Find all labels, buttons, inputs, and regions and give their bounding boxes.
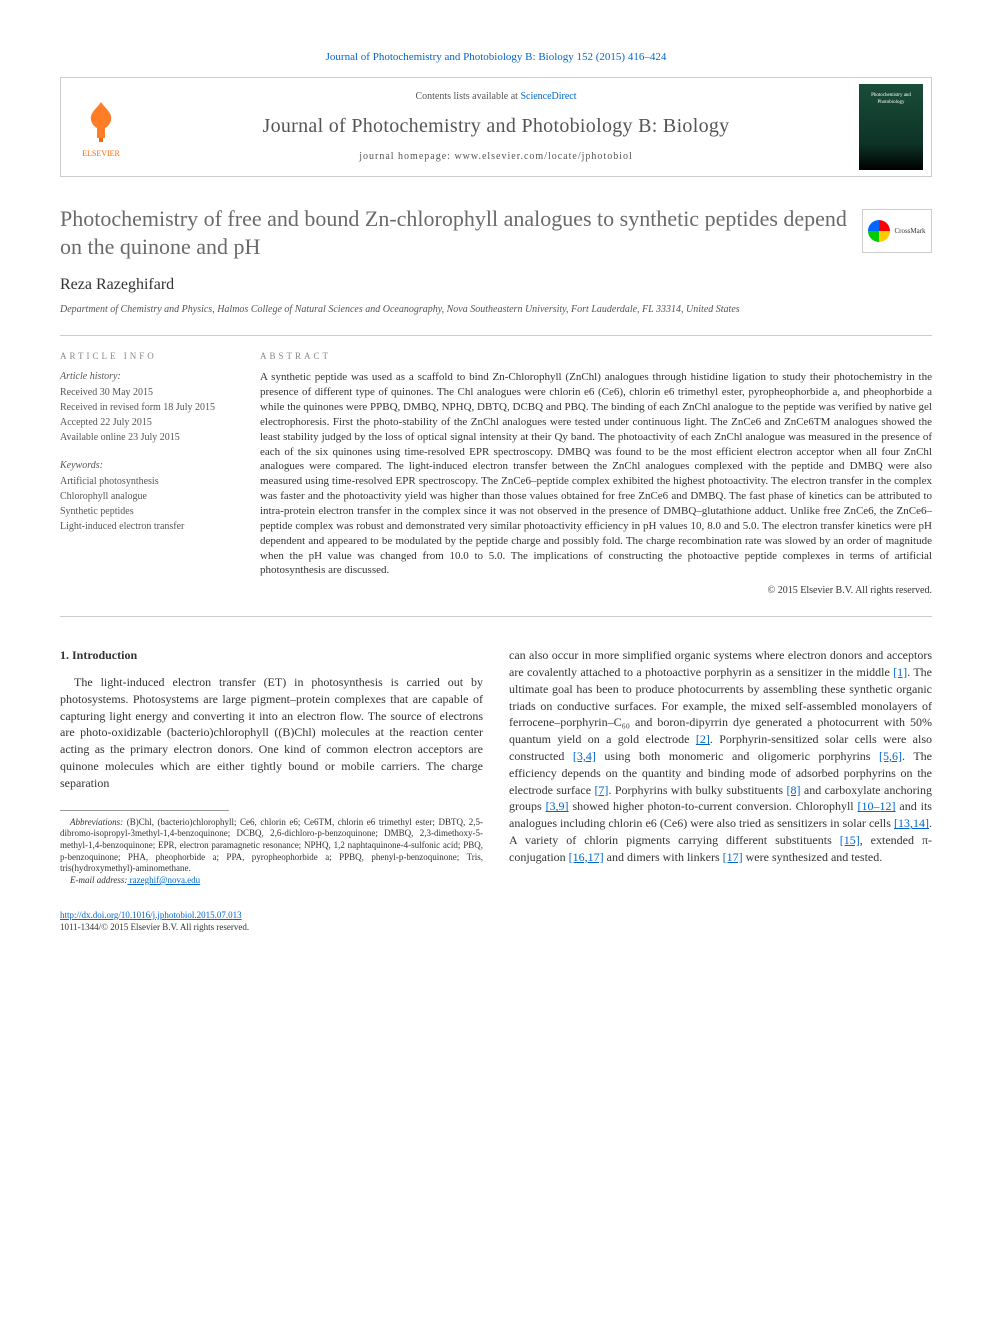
keyword: Light-induced electron transfer xyxy=(60,520,236,534)
keyword: Chlorophyll analogue xyxy=(60,490,236,504)
citation-line: Journal of Photochemistry and Photobiolo… xyxy=(60,50,932,65)
body-columns: 1. Introduction The light-induced electr… xyxy=(60,647,932,887)
abbreviations-footnote: Abbreviations: (B)Chl, (bacterio)chlorop… xyxy=(60,817,483,875)
cite-link[interactable]: [13,14] xyxy=(894,816,929,830)
history-item: Available online 23 July 2015 xyxy=(60,431,236,445)
cite-link[interactable]: [16,17] xyxy=(569,850,604,864)
body-col-right: can also occur in more simplified organi… xyxy=(509,647,932,887)
abbrev-head: Abbreviations: xyxy=(70,817,123,827)
text-run: using both monomeric and oligomeric porp… xyxy=(596,749,879,763)
footnote-rule xyxy=(60,810,229,811)
cite-link[interactable]: [7] xyxy=(594,783,608,797)
intro-paragraph: The light-induced electron transfer (ET)… xyxy=(60,674,483,792)
crossmark-badge[interactable]: CrossMark xyxy=(862,209,932,253)
section-title: 1. Introduction xyxy=(60,647,483,664)
email-footnote: E-mail address: razeghif@nova.edu xyxy=(60,875,483,887)
cite-link[interactable]: [5,6] xyxy=(879,749,902,763)
crossmark-icon xyxy=(868,220,890,242)
cite-link[interactable]: [1] xyxy=(893,665,907,679)
article-info-head: article info xyxy=(60,350,236,363)
publisher-name: ELSEVIER xyxy=(82,148,120,159)
cite-link[interactable]: [2] xyxy=(696,732,710,746)
homepage-line: journal homepage: www.elsevier.com/locat… xyxy=(145,150,847,164)
cite-link[interactable]: [8] xyxy=(787,783,801,797)
cite-link[interactable]: [17] xyxy=(723,850,743,864)
history-item: Received 30 May 2015 xyxy=(60,386,236,400)
keyword: Synthetic peptides xyxy=(60,505,236,519)
publisher-logo: ELSEVIER xyxy=(61,78,141,176)
cover-thumbnail: Photochemistry and Photobiology xyxy=(859,84,923,170)
article-title: Photochemistry of free and bound Zn-chlo… xyxy=(60,205,932,260)
abstract-copyright: © 2015 Elsevier B.V. All rights reserved… xyxy=(260,584,932,598)
keywords-head: Keywords: xyxy=(60,459,236,473)
text-run: were synthesized and tested. xyxy=(743,850,883,864)
abstract-panel: abstract A synthetic peptide was used as… xyxy=(260,350,932,598)
contents-prefix: Contents lists available at xyxy=(415,91,520,102)
journal-name: Journal of Photochemistry and Photobiolo… xyxy=(145,112,847,140)
text-run: . Porphyrins with bulky substituents xyxy=(608,783,786,797)
abstract-head: abstract xyxy=(260,350,932,363)
intro-paragraph-cont: can also occur in more simplified organi… xyxy=(509,647,932,865)
email-link[interactable]: razeghif@nova.edu xyxy=(127,875,200,885)
issn-copyright: 1011-1344/© 2015 Elsevier B.V. All right… xyxy=(60,921,932,934)
crossmark-label: CrossMark xyxy=(894,227,925,236)
cite-link[interactable]: [10–12] xyxy=(858,799,896,813)
doi-link[interactable]: http://dx.doi.org/10.1016/j.jphotobiol.2… xyxy=(60,910,242,920)
header-center: Contents lists available at ScienceDirec… xyxy=(141,78,851,176)
journal-cover: Photochemistry and Photobiology xyxy=(851,78,931,176)
history-item: Received in revised form 18 July 2015 xyxy=(60,401,236,415)
text-run: can also occur in more simplified organi… xyxy=(509,648,932,679)
article-info-panel: article info Article history: Received 3… xyxy=(60,350,236,598)
email-head: E-mail address: xyxy=(70,875,127,885)
text-run: and dimers with linkers xyxy=(604,850,723,864)
homepage-url: www.elsevier.com/locate/jphotobiol xyxy=(454,151,632,162)
journal-header: ELSEVIER Contents lists available at Sci… xyxy=(60,77,932,177)
history-head: Article history: xyxy=(60,370,236,384)
abbrev-body: (B)Chl, (bacterio)chlorophyll; Ce6, chlo… xyxy=(60,817,483,874)
sciencedirect-link[interactable]: ScienceDirect xyxy=(520,91,576,102)
page: Journal of Photochemistry and Photobiolo… xyxy=(0,0,992,974)
cite-link[interactable]: [3,9] xyxy=(546,799,569,813)
contents-available-line: Contents lists available at ScienceDirec… xyxy=(145,90,847,104)
elsevier-tree-icon xyxy=(77,96,125,144)
text-run: showed higher photon-to-current conversi… xyxy=(569,799,858,813)
page-footer: http://dx.doi.org/10.1016/j.jphotobiol.2… xyxy=(60,909,932,934)
article-meta-row: article info Article history: Received 3… xyxy=(60,335,932,617)
body-col-left: 1. Introduction The light-induced electr… xyxy=(60,647,483,887)
homepage-prefix: journal homepage: xyxy=(359,151,454,162)
affiliation: Department of Chemistry and Physics, Hal… xyxy=(60,303,932,317)
cite-link[interactable]: [3,4] xyxy=(573,749,596,763)
cover-title-text: Photochemistry and Photobiology xyxy=(859,92,923,106)
article-title-text: Photochemistry of free and bound Zn-chlo… xyxy=(60,206,847,259)
authors: Reza Razeghifard xyxy=(60,274,932,296)
cite-link[interactable]: [15] xyxy=(840,833,860,847)
abstract-body: A synthetic peptide was used as a scaffo… xyxy=(260,370,932,578)
keyword: Artificial photosynthesis xyxy=(60,475,236,489)
history-item: Accepted 22 July 2015 xyxy=(60,416,236,430)
